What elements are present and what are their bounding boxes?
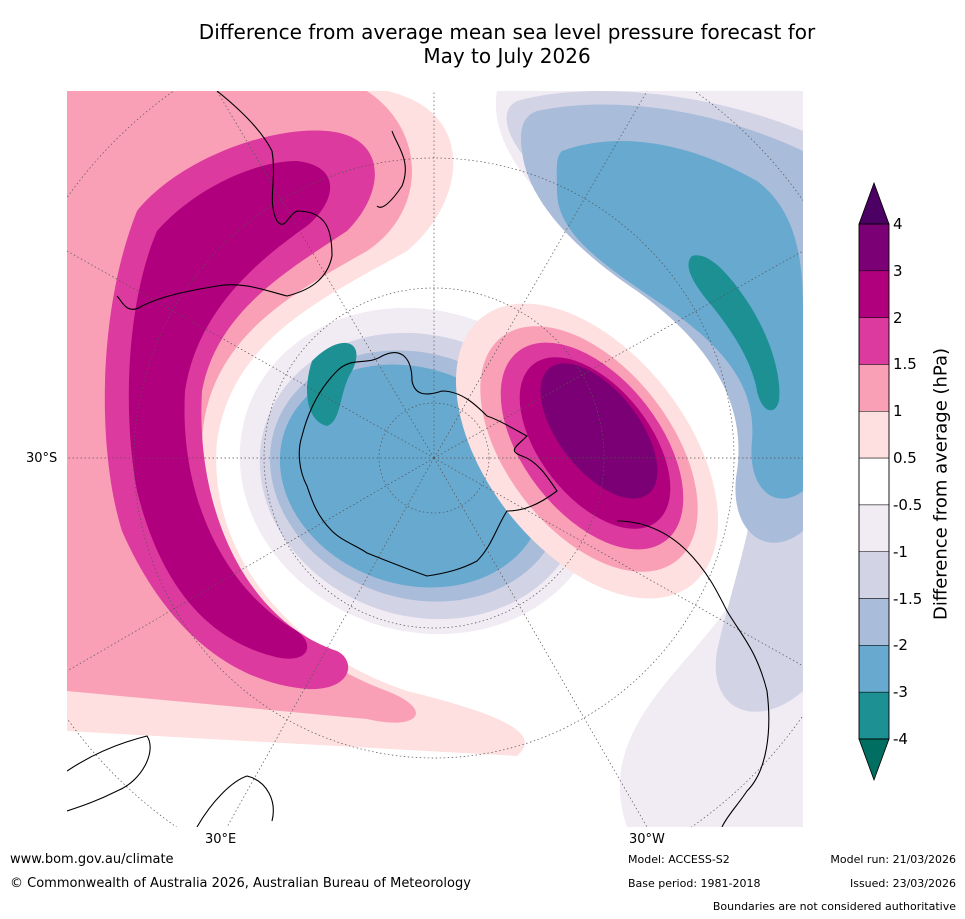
lat-label-30s: 30°S xyxy=(26,451,58,466)
colorbar-tick-label: 4 xyxy=(893,215,903,233)
footer-issued: Issued: 23/03/2026 xyxy=(849,877,956,890)
colorbar-tick-label: -0.5 xyxy=(893,495,923,514)
colorbar-swatch xyxy=(858,270,890,318)
colorbar-tick-label: -4 xyxy=(893,730,908,748)
footer-disclaimer: Boundaries are not considered authoritat… xyxy=(712,900,956,913)
colorbar-tick-label: 1.5 xyxy=(893,355,917,374)
lon-label-30w: 30°W xyxy=(629,832,665,847)
colorbar-title: Difference from average (hPa) xyxy=(930,347,952,621)
colorbar-swatch xyxy=(858,691,890,740)
colorbar-over-arrow xyxy=(858,182,890,225)
colorbar-swatch xyxy=(858,411,890,459)
colorbar-swatch xyxy=(858,223,890,272)
new-zealand-coast xyxy=(376,130,406,208)
colorbar-tick-label: 0.5 xyxy=(893,449,917,468)
pressure-anomaly-map xyxy=(67,91,803,827)
footer-model-run: Model run: 21/03/2026 xyxy=(830,853,956,866)
colorbar-tick-label: 2 xyxy=(893,308,903,327)
footer-url[interactable]: www.bom.gov.au/climate xyxy=(10,852,174,867)
graticule xyxy=(67,91,803,827)
colorbar-swatch xyxy=(858,598,890,646)
positive-anomaly-drake-passage xyxy=(455,303,719,599)
colorbar-tick-label: -2 xyxy=(893,636,908,655)
colorbar-swatch xyxy=(858,645,890,693)
footer-copyright: © Commonwealth of Australia 2026, Austra… xyxy=(10,876,471,891)
title-line-1: Difference from average mean sea level p… xyxy=(198,20,816,44)
southern-africa-coast xyxy=(67,735,151,812)
colorbar xyxy=(858,182,890,782)
negative-anomaly-south-atlantic xyxy=(495,91,803,827)
lon-label-30e: 30°E xyxy=(205,832,237,847)
colorbar-swatch xyxy=(858,457,890,506)
colorbar-tick-label: -3 xyxy=(893,683,908,702)
footer-model: Model: ACCESS-S2 xyxy=(628,853,730,866)
title-line-2: May to July 2026 xyxy=(423,44,591,68)
colorbar-tick-label: -1.5 xyxy=(893,589,923,608)
map-svg xyxy=(67,91,803,827)
positive-anomaly-band-indian-ocean xyxy=(67,91,525,756)
chart-title: Difference from average mean sea level p… xyxy=(0,20,965,68)
australia-coast xyxy=(116,91,333,310)
madagascar-coast xyxy=(196,775,274,827)
antarctica-coast xyxy=(298,352,558,577)
colorbar-swatch xyxy=(858,504,890,552)
colorbar-swatch xyxy=(858,551,890,599)
colorbar-tick-label: 3 xyxy=(893,261,903,280)
colorbar-under-arrow xyxy=(858,738,890,782)
colorbar-swatch xyxy=(858,364,890,412)
colorbar-swatch xyxy=(858,317,890,365)
colorbar-tick-label: -1 xyxy=(893,542,908,561)
coastlines xyxy=(67,91,770,827)
south-america-coast xyxy=(616,520,770,827)
colorbar-tick-label: 1 xyxy=(893,402,903,421)
footer-base-period: Base period: 1981-2018 xyxy=(628,877,761,890)
